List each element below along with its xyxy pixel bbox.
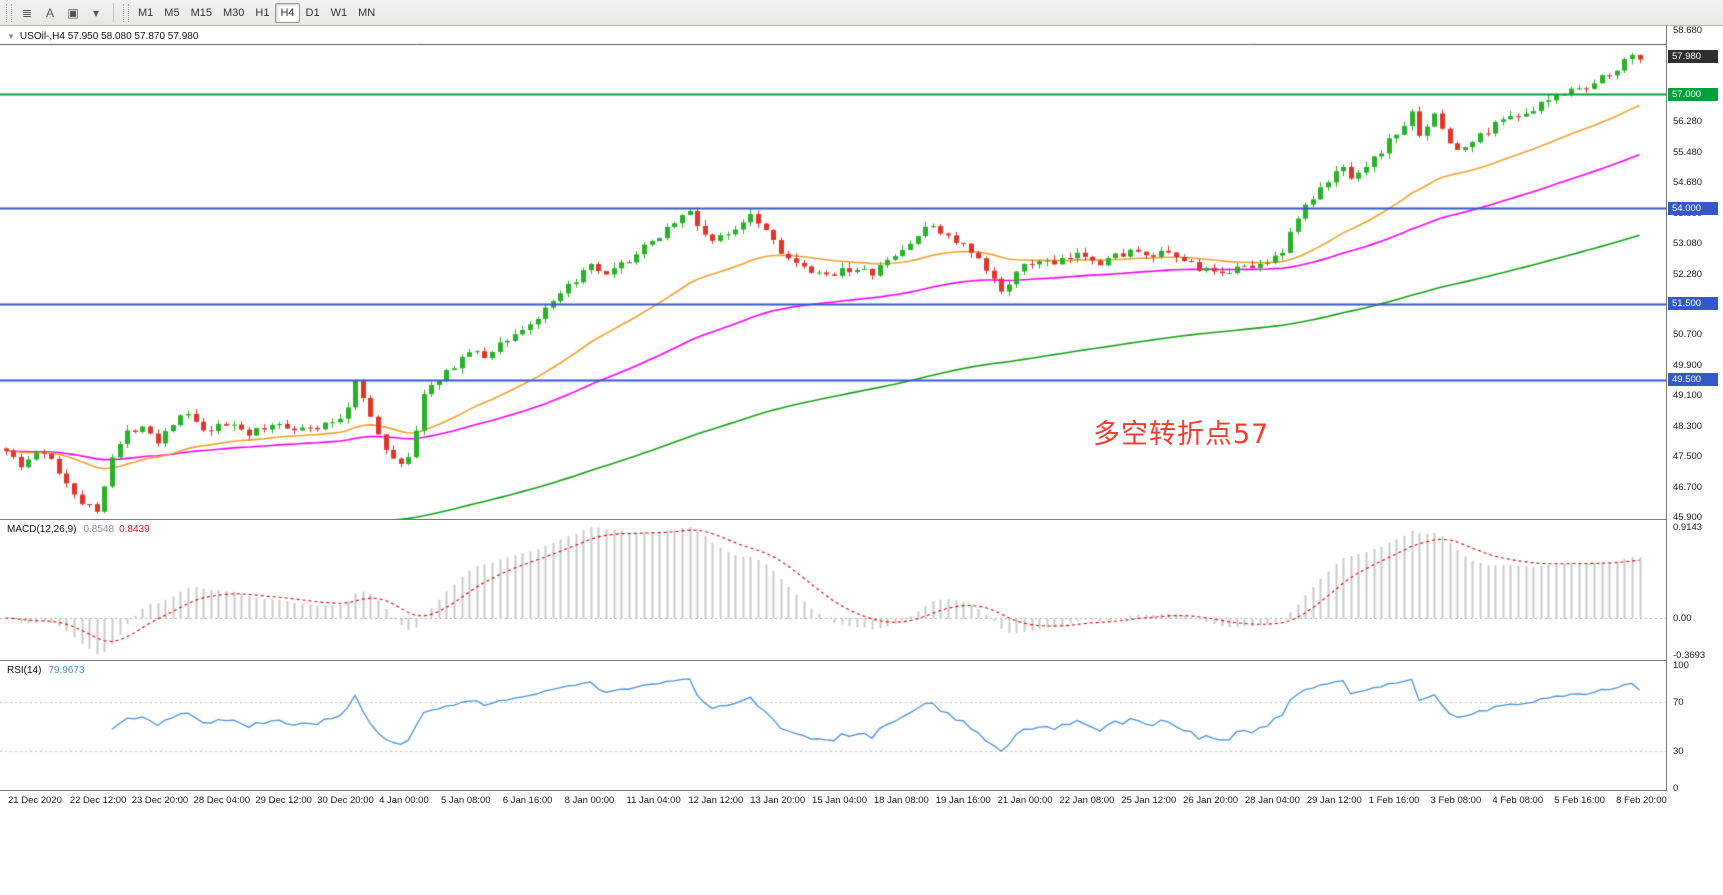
price-scale-label: 58.680 [1673, 25, 1703, 37]
rsi-header: RSI(14) 79.9673 [7, 665, 85, 676]
time-axis-label: 15 Jan 04:00 [812, 795, 867, 806]
macd-signal-value: 0.8439 [119, 524, 150, 535]
panel-separator-axis [0, 790, 1723, 791]
time-axis-label: 4 Feb 08:00 [1492, 795, 1544, 806]
price-scale-label: 53.080 [1673, 238, 1703, 250]
time-axis-label: 8 Jan 00:00 [564, 795, 615, 806]
timeframe-button-d1[interactable]: D1 [301, 3, 325, 23]
time-axis-label: 30 Dec 20:00 [317, 795, 374, 806]
time-axis-label: 4 Jan 00:00 [379, 795, 429, 806]
price-scale-label: 54.680 [1673, 177, 1703, 189]
chart-window-icon[interactable]: ≣ [16, 3, 38, 23]
level-tag-54000: 54.000 [1668, 201, 1718, 215]
time-axis-label: 13 Jan 20:00 [750, 795, 806, 806]
time-axis-label: 22 Jan 08:00 [1059, 795, 1115, 806]
price-scale-label: 45.900 [1673, 512, 1703, 523]
price-scale-label: 49.900 [1673, 359, 1703, 371]
time-axis-label: 22 Dec 12:00 [69, 795, 127, 806]
rsi-scale-label: 0 [1673, 783, 1679, 794]
chart-symbol-header: ▼ USOil-,H4 57.950 58.080 57.870 57.980 [7, 31, 198, 42]
chart-text-annotation[interactable]: 多空转折点57 [1093, 419, 1270, 450]
chart-shift-icon: ▼ [7, 31, 15, 41]
time-axis-label: 5 Jan 08:00 [440, 795, 491, 806]
macd-indicator-canvas[interactable] [0, 520, 1666, 660]
price-scale-label: 49.100 [1673, 390, 1703, 402]
time-axis-label: 25 Jan 12:00 [1121, 795, 1177, 806]
price-scale-label: 46.700 [1673, 481, 1703, 493]
timeframe-button-w1[interactable]: W1 [326, 3, 353, 23]
timeframe-toolbar: M1 M5 M15 M30 H1 H4 D1 W1 MN [133, 2, 380, 23]
timeframe-button-m15[interactable]: M15 [186, 3, 217, 23]
time-axis-label: 23 Dec 20:00 [131, 795, 189, 806]
toolbar-icons: ≣ A ▣ ▾ [16, 3, 107, 23]
text-annotation-icon[interactable]: A [39, 3, 61, 23]
macd-scale-label: 0.00 [1673, 613, 1692, 625]
toolbar-grip-2[interactable] [123, 3, 129, 22]
time-axis[interactable]: 21 Dec 2020 22 Dec 12:00 23 Dec 20:00 28 De… [0, 791, 1667, 812]
rsi-scale-label: 100 [1673, 660, 1689, 671]
macd-scale-label: -0.3693 [1673, 650, 1706, 661]
macd-main-value: 0.8548 [83, 524, 115, 535]
timeframe-button-m30[interactable]: M30 [218, 3, 249, 23]
macd-label: MACD(12,26,9) [7, 524, 77, 535]
level-tag-49500: 49.500 [1668, 373, 1718, 387]
price-scale-label: 55.480 [1673, 146, 1703, 158]
main-chart-canvas[interactable] [0, 26, 1666, 519]
rsi-scale-label: 70 [1673, 696, 1684, 708]
level-tag-57000: 57.000 [1668, 87, 1718, 101]
time-axis-label: 29 Dec 12:00 [255, 795, 312, 806]
timeframe-button-m5[interactable]: M5 [159, 3, 184, 23]
timeframe-button-m1[interactable]: M1 [133, 3, 158, 23]
rsi-indicator-canvas[interactable] [0, 661, 1666, 790]
time-axis-label: 5 Feb 16:00 [1554, 795, 1605, 806]
current-price-tag: 57.980 [1668, 50, 1718, 64]
price-scale-label: 48.300 [1673, 420, 1703, 432]
level-tag-51500: 51.500 [1668, 297, 1718, 311]
rsi-scale-label: 30 [1673, 746, 1684, 758]
time-axis-label: 1 Feb 16:00 [1368, 795, 1420, 806]
time-axis-label: 21 Dec 2020 [8, 795, 62, 806]
price-scale-label: 47.500 [1673, 451, 1703, 463]
top-toolbar: ≣ A ▣ ▾ M1 M5 M15 M30 H1 H4 D1 W1 MN [0, 0, 1723, 26]
draw-objects-icon[interactable]: ▣ [62, 3, 84, 23]
time-axis-label: 18 Jan 08:00 [873, 795, 929, 806]
time-axis-label: 3 Feb 08:00 [1430, 795, 1482, 806]
toolbar-grip[interactable] [6, 3, 12, 22]
time-axis-label: 6 Jan 16:00 [502, 795, 553, 806]
time-axis-label: 28 Dec 04:00 [193, 795, 251, 806]
timeframe-button-h1[interactable]: H1 [250, 3, 274, 23]
dropdown-caret-icon[interactable]: ▾ [85, 3, 107, 23]
price-scale-label: 50.700 [1673, 329, 1703, 341]
panel-separator-macd[interactable] [0, 519, 1723, 520]
rsi-value: 79.9673 [48, 665, 85, 676]
time-axis-label: 19 Jan 16:00 [935, 795, 991, 806]
time-axis-label: 8 Feb 20:00 [1616, 795, 1667, 806]
panel-separator-rsi[interactable] [0, 660, 1723, 661]
symbol-ohlc-text: USOil-,H4 57.950 58.080 57.870 57.980 [19, 31, 199, 42]
macd-scale-label: 0.9143 [1673, 522, 1703, 533]
time-axis-label: 12 Jan 12:00 [688, 795, 744, 806]
time-axis-label: 21 Jan 00:00 [997, 795, 1053, 806]
timeframe-button-mn[interactable]: MN [353, 3, 380, 23]
time-axis-label: 11 Jan 04:00 [626, 795, 681, 806]
price-scale[interactable]: 58.68057.88056.28055.48054.68053.88053.0… [1666, 25, 1723, 794]
rsi-label: RSI(14) [7, 665, 42, 676]
toolbar-separator [113, 3, 114, 22]
time-axis-label: 28 Jan 04:00 [1245, 795, 1300, 806]
time-axis-label: 29 Jan 12:00 [1306, 795, 1362, 806]
price-scale-label: 52.280 [1673, 268, 1703, 280]
price-scale-label: 56.280 [1673, 116, 1703, 128]
macd-header: MACD(12,26,9) 0.8548 0.8439 [7, 524, 150, 535]
time-axis-label: 26 Jan 20:00 [1183, 795, 1239, 806]
timeframe-button-h4[interactable]: H4 [275, 2, 300, 23]
